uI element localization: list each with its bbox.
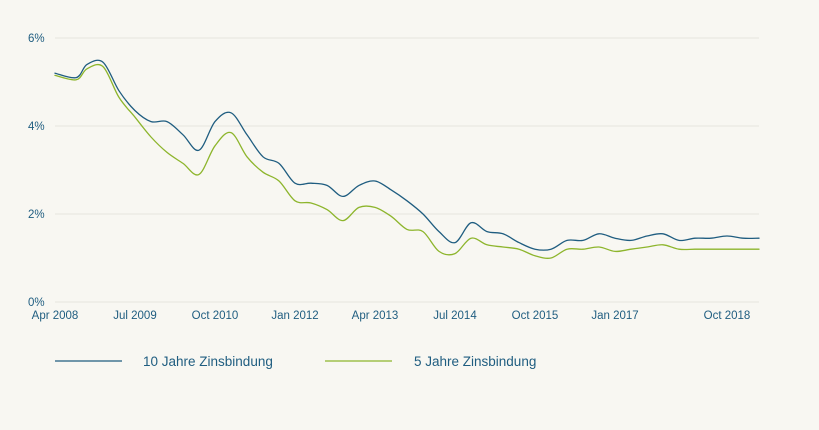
y-tick-label: 6%	[28, 33, 45, 45]
x-axis-ticks: Apr 2008 Jul 2009 Oct 2010 Jan 2012 Apr 2013…	[32, 310, 751, 322]
x-tick-label: Oct 2010	[192, 310, 239, 322]
legend-item: 5 Jahre Zinsbindung	[325, 354, 536, 369]
x-tick-label: Apr 2013	[352, 310, 399, 322]
x-tick-label: Jul 2014	[433, 310, 477, 322]
legend-label: 5 Jahre Zinsbindung	[414, 354, 536, 369]
legend-item: 10 Jahre Zinsbindung	[55, 354, 273, 369]
x-tick-label: Oct 2015	[512, 310, 559, 322]
series-lines	[54, 59, 760, 259]
x-tick-label: Apr 2008	[32, 310, 79, 322]
grid	[55, 37, 759, 303]
x-tick-label: Jan 2017	[591, 310, 638, 322]
x-tick-label: Oct 2018	[704, 310, 751, 322]
legend-label: 10 Jahre Zinsbindung	[143, 354, 273, 369]
y-tick-label: 0%	[28, 297, 45, 309]
x-tick-label: Jan 2012	[271, 310, 318, 322]
y-tick-label: 4%	[28, 121, 45, 133]
series-line-10-jahre	[54, 59, 760, 251]
y-tick-label: 2%	[28, 209, 45, 221]
y-axis-ticks: 0% 2% 4% 6%	[28, 33, 45, 309]
x-tick-label: Jul 2009	[113, 310, 156, 322]
legend: 10 Jahre Zinsbindung 5 Jahre Zinsbindung	[55, 354, 536, 369]
series-line-5-jahre	[54, 63, 760, 259]
